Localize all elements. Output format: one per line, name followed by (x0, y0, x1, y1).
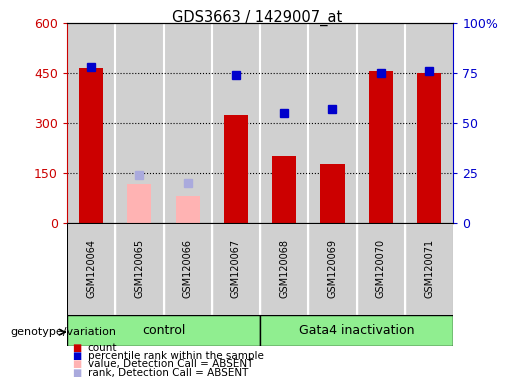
Bar (224, 114, 248, 223)
Bar (212, 23, 260, 223)
Bar (260, 223, 308, 315)
Bar (260, 23, 308, 223)
Text: percentile rank within the sample: percentile rank within the sample (88, 351, 264, 361)
Bar (163, 223, 212, 315)
Bar (308, 23, 356, 223)
Bar (115, 23, 163, 223)
Text: GDS3663 / 1429007_at: GDS3663 / 1429007_at (173, 10, 342, 26)
Bar (308, 223, 356, 315)
Text: ■: ■ (72, 359, 81, 369)
Text: GSM120070: GSM120070 (376, 239, 386, 298)
Bar (176, 196, 200, 223)
Text: GSM120064: GSM120064 (86, 239, 96, 298)
Text: ■: ■ (72, 343, 81, 353)
Bar (320, 164, 345, 223)
Text: rank, Detection Call = ABSENT: rank, Detection Call = ABSENT (88, 368, 248, 378)
Text: count: count (88, 343, 117, 353)
Bar (405, 23, 453, 223)
Bar (67, 315, 260, 346)
Text: GSM120065: GSM120065 (134, 239, 144, 298)
Bar (212, 223, 260, 315)
Text: GSM120067: GSM120067 (231, 239, 241, 298)
Text: ■: ■ (72, 368, 81, 378)
Bar (272, 156, 296, 223)
Text: GSM120069: GSM120069 (328, 239, 337, 298)
Text: value, Detection Call = ABSENT: value, Detection Call = ABSENT (88, 359, 253, 369)
Bar (417, 73, 441, 223)
Bar (163, 23, 212, 223)
Bar (356, 223, 405, 315)
Bar (369, 71, 393, 223)
Bar (405, 223, 453, 315)
Text: ■: ■ (72, 351, 81, 361)
Bar (356, 23, 405, 223)
Text: Gata4 inactivation: Gata4 inactivation (299, 324, 415, 337)
Text: GSM120071: GSM120071 (424, 239, 434, 298)
Bar (127, 184, 151, 223)
Bar (67, 23, 115, 223)
Text: genotype/variation: genotype/variation (10, 327, 116, 337)
Bar (115, 223, 163, 315)
Bar (79, 68, 103, 223)
Text: GSM120068: GSM120068 (279, 239, 289, 298)
Text: control: control (142, 324, 185, 337)
Text: GSM120066: GSM120066 (183, 239, 193, 298)
Bar (67, 223, 115, 315)
Bar (260, 315, 453, 346)
